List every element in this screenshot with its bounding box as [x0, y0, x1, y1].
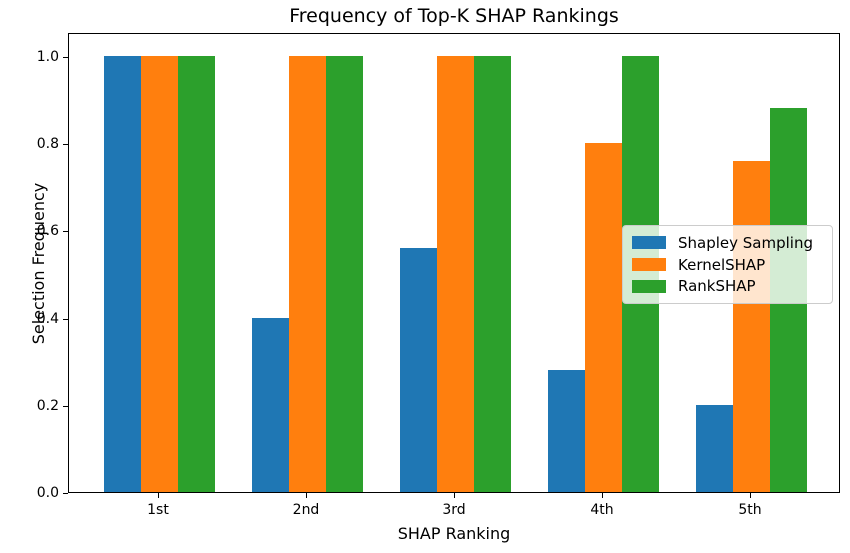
- bar-1st-rankshap: [177, 55, 215, 492]
- y-tick-label: 1.0: [36, 48, 59, 65]
- y-tick-mark: [63, 231, 68, 233]
- bar-2nd-kernelshap: [288, 55, 326, 492]
- legend-swatch-shapley-sampling: [632, 236, 666, 250]
- x-tick-label: 3rd: [442, 502, 466, 518]
- bar-3rd-shapley-sampling: [399, 247, 437, 492]
- legend-row: KernelSHAP: [632, 254, 823, 276]
- bar-2nd-shapley-sampling: [251, 317, 289, 492]
- bar-3rd-kernelshap: [436, 55, 474, 492]
- y-tick-mark: [63, 493, 68, 494]
- x-tick-label: 2nd: [292, 502, 320, 518]
- x-tick-mark: [306, 493, 307, 498]
- bar-1st-shapley-sampling: [103, 55, 141, 492]
- y-tick-label: 0.4: [36, 310, 59, 327]
- y-tick-label: 0.8: [36, 136, 59, 153]
- x-tick-mark: [454, 493, 455, 498]
- x-tick-mark: [602, 493, 603, 498]
- legend-label: RankSHAP: [678, 277, 756, 296]
- legend-label: KernelSHAP: [678, 255, 766, 274]
- bar-1st-kernelshap: [140, 55, 178, 492]
- legend-row: Shapley Sampling: [632, 232, 823, 254]
- bar-2nd-rankshap: [325, 55, 363, 492]
- legend: Shapley Sampling KernelSHAP RankSHAP: [622, 225, 833, 304]
- y-tick-mark: [63, 144, 68, 146]
- y-tick-label: 0.2: [36, 397, 59, 414]
- legend-swatch-kernelshap: [632, 258, 666, 271]
- x-tick-mark: [750, 493, 751, 498]
- x-tick-mark: [158, 493, 159, 498]
- x-axis-label: SHAP Ranking: [397, 524, 511, 543]
- legend-label: Shapley Sampling: [678, 233, 813, 252]
- bar-4th-kernelshap: [584, 143, 622, 492]
- bar-5th-shapley-sampling: [695, 404, 733, 492]
- legend-row: RankSHAP: [632, 275, 823, 297]
- x-tick-label: 5th: [738, 502, 762, 518]
- x-tick-label: 4th: [590, 502, 614, 518]
- y-tick-mark: [63, 56, 68, 58]
- bar-4th-shapley-sampling: [547, 369, 585, 492]
- chart-title: Frequency of Top-K SHAP Rankings: [289, 5, 619, 27]
- y-tick-mark: [63, 405, 68, 407]
- y-tick-label: 0.6: [36, 223, 59, 240]
- y-tick-mark: [63, 318, 68, 320]
- bar-5th-kernelshap: [732, 160, 770, 492]
- y-tick-label: 0.0: [36, 485, 59, 501]
- bar-3rd-rankshap: [473, 55, 511, 492]
- y-axis-label-container: Selection Frequency: [24, 33, 54, 493]
- x-tick-label: 1st: [147, 502, 169, 518]
- legend-swatch-rankshap: [632, 279, 666, 293]
